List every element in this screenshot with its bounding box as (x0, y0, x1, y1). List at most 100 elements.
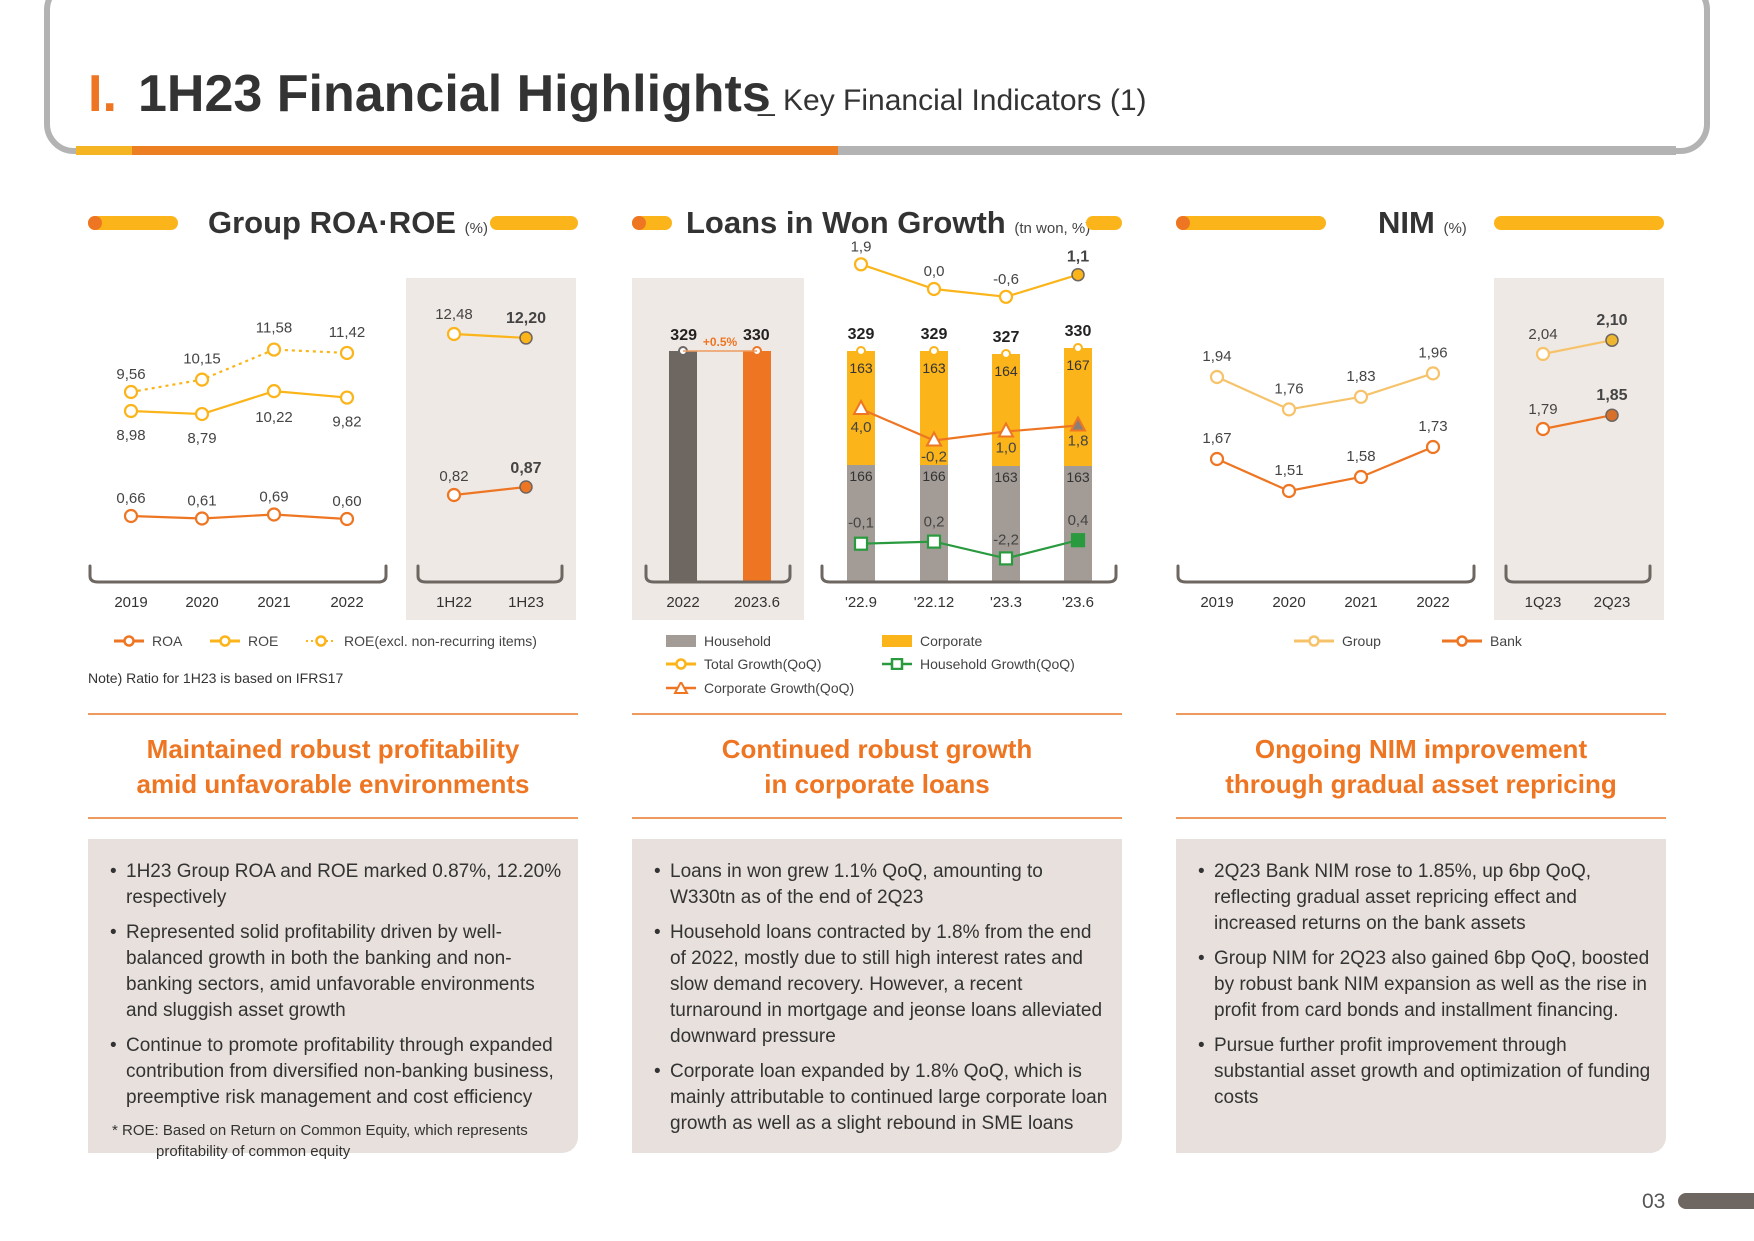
bullet-item: Corporate loan expanded by 1.8% QoQ, whi… (650, 1059, 1112, 1137)
headline-loans: Continued robust growth in corporate loan… (721, 734, 1033, 799)
x-tick-label: '23.3 (990, 594, 1022, 611)
household-growth-data-label: -0,1 (848, 515, 874, 532)
bank-nim-q-data-label: 1,79 (1528, 401, 1557, 418)
bank-nim-q-line (1542, 414, 1613, 431)
household-growth-data-label: -2,2 (993, 531, 1019, 548)
roe-data-label: 10,22 (255, 409, 293, 426)
roa-data-label: 0,60 (332, 493, 361, 510)
household-bar-label: 163 (1066, 469, 1090, 485)
roa-point (194, 511, 210, 526)
roe-point (123, 403, 139, 419)
group-nim-data-label: 1,96 (1418, 344, 1447, 361)
group-nim-point (1353, 389, 1369, 404)
divider (1176, 713, 1666, 715)
legend-roa: ROA (114, 633, 182, 649)
corporate-bar (992, 354, 1020, 466)
group-nim-q-data-label: 2,10 (1596, 312, 1627, 329)
roe-excl-data-label: 9,56 (116, 366, 145, 383)
x-tick-label: '23.6 (1062, 594, 1094, 611)
household-bar (847, 465, 875, 582)
bank-nim-point (1281, 483, 1297, 499)
corporate-growth-point (852, 398, 870, 415)
group-nim-point (1281, 402, 1297, 417)
roe-half-data-label: 12,20 (506, 310, 546, 327)
header-accent-bar (838, 146, 1676, 155)
title-pill-left (1176, 216, 1326, 230)
divider (632, 713, 1122, 715)
roa-point (123, 508, 139, 524)
title-pill-right (1494, 216, 1664, 230)
roa-point (266, 507, 282, 522)
axis-bracket (1176, 564, 1476, 584)
roe-excl-data-label: 10,15 (183, 351, 221, 368)
title-pill-left (632, 216, 672, 230)
group-nim-q-line (1542, 339, 1613, 356)
axis-bracket (88, 564, 388, 584)
bank-nim-data-label: 1,73 (1418, 418, 1447, 435)
chart-note: Note) Ratio for 1H23 is based on IFRS17 (88, 670, 344, 686)
household-growth-point (926, 534, 942, 549)
x-tick-label: 2019 (114, 594, 147, 611)
divider (632, 817, 1122, 819)
roe-point (339, 390, 355, 405)
total-label: 329 (921, 326, 948, 343)
x-tick-label: 2022 (666, 594, 699, 611)
x-tick-label: '22.9 (845, 594, 877, 611)
bank-nim-data-label: 1,58 (1346, 448, 1375, 465)
x-tick-label: 2020 (1272, 594, 1305, 611)
total-growth-point (998, 289, 1014, 304)
divider (1176, 817, 1666, 819)
bullet-item: 1H23 Group ROA and ROE marked 0.87%, 12.… (106, 859, 568, 911)
page-title: 1H23 Financial Highlights (138, 65, 771, 123)
roa-data-label: 0,61 (187, 493, 216, 510)
household-growth-point (998, 551, 1014, 566)
total-marker (929, 346, 939, 356)
total-growth-data-label: 0,0 (924, 263, 945, 280)
x-tick-label: 2020 (185, 594, 218, 611)
group-nim-data-label: 1,83 (1346, 368, 1375, 385)
roe-data-label: 8,98 (116, 427, 145, 444)
household-bar (1064, 466, 1092, 582)
household-growth-data-label: 0,4 (1068, 512, 1089, 529)
total-growth-data-label: 1,1 (1067, 249, 1089, 266)
household-bar (920, 465, 948, 582)
total-growth-data-label: 1,9 (851, 238, 872, 255)
bank-nim-data-label: 1,67 (1202, 430, 1231, 447)
corporate-growth-data-label: 4,0 (851, 419, 872, 436)
group-nim-data-label: 1,76 (1274, 380, 1303, 397)
total-growth-line (860, 263, 1079, 298)
roe-half-line (453, 332, 527, 340)
roa-line (130, 513, 348, 521)
annual-shade (632, 278, 804, 620)
roe-point (194, 406, 210, 422)
bullet-item: Represented solid profitability driven b… (106, 920, 568, 1024)
total-growth-data-label: -0,6 (993, 271, 1019, 288)
bank-nim-point (1209, 451, 1225, 467)
annual-total-label: 329 (670, 327, 697, 344)
corporate-bar-label: 163 (922, 360, 946, 376)
roe-half-data-label: 12,48 (435, 306, 473, 323)
footnote: * ROE: Based on Return on Common Equity,… (112, 1122, 528, 1160)
x-tick-label: 2021 (257, 594, 290, 611)
x-tick-label: 2021 (1344, 594, 1377, 611)
corporate-growth-point (1069, 415, 1087, 432)
x-tick-label: 2023.6 (734, 594, 780, 611)
roa-data-label: 0,66 (116, 490, 145, 507)
axis-bracket (1504, 564, 1652, 584)
roa-half-line (453, 485, 527, 497)
household-growth-point (853, 536, 869, 551)
legend-group: Group (1294, 633, 1381, 649)
roe-excl-line (130, 348, 348, 394)
title-pill-right (490, 216, 578, 230)
bullet-item: 2Q23 Bank NIM rose to 1.85%, up 6bp QoQ,… (1194, 859, 1656, 937)
roa-half-point (446, 487, 462, 503)
roa-half-data-label: 0,82 (439, 468, 468, 485)
group-nim-data-label: 1,94 (1202, 348, 1231, 365)
bullet-item: Group NIM for 2Q23 also gained 6bp QoQ, … (1194, 946, 1656, 1024)
quarter-shade (1494, 278, 1664, 620)
summary-box-loans: Loans in won grew 1.1% QoQ, amounting to… (632, 839, 1122, 1153)
summary-box-roa-roe: 1H23 Group ROA and ROE marked 0.87%, 12.… (88, 839, 578, 1160)
annual-total-label: 330 (743, 327, 770, 344)
annual-bar (669, 351, 697, 582)
bullet-item: Continue to promote profitability throug… (106, 1033, 568, 1111)
